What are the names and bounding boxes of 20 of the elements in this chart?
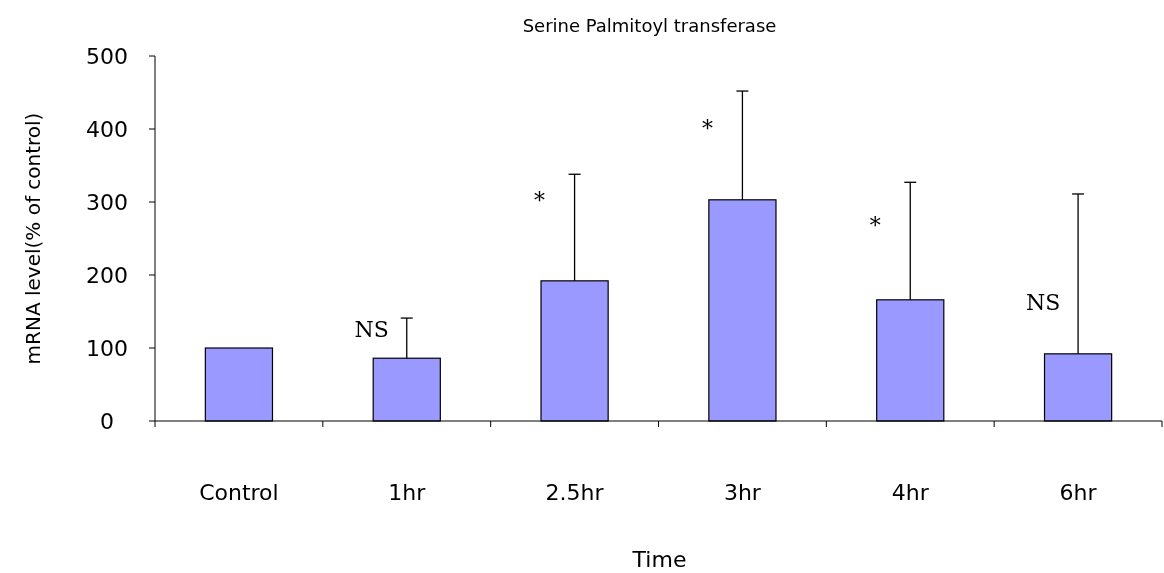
y-axis-title: mRNA level(% of control) <box>21 112 45 365</box>
x-tick-label: 4hr <box>891 480 930 505</box>
y-tick-label: 300 <box>86 189 128 215</box>
annotation: NS <box>354 317 389 343</box>
x-axis-title: Time <box>631 547 687 572</box>
y-tick-label: 400 <box>86 116 128 142</box>
x-tick-label: 3hr <box>723 480 762 505</box>
annotation: * <box>534 187 546 213</box>
annotation: * <box>701 115 713 141</box>
x-tick-label: 6hr <box>1059 480 1098 505</box>
x-tick-label: 1hr <box>388 480 427 505</box>
chart-title: Serine Palmitoyl transferase <box>522 15 777 36</box>
y-tick-label: 200 <box>86 262 128 288</box>
x-tick-label: 2.5hr <box>545 480 605 505</box>
annotation: NS <box>1025 289 1061 315</box>
x-tick-label: Control <box>199 480 279 505</box>
y-tick-label: 0 <box>100 408 114 434</box>
y-tick-label: 500 <box>86 43 128 69</box>
annotation: * <box>869 213 881 239</box>
y-tick-label: 100 <box>86 335 128 361</box>
